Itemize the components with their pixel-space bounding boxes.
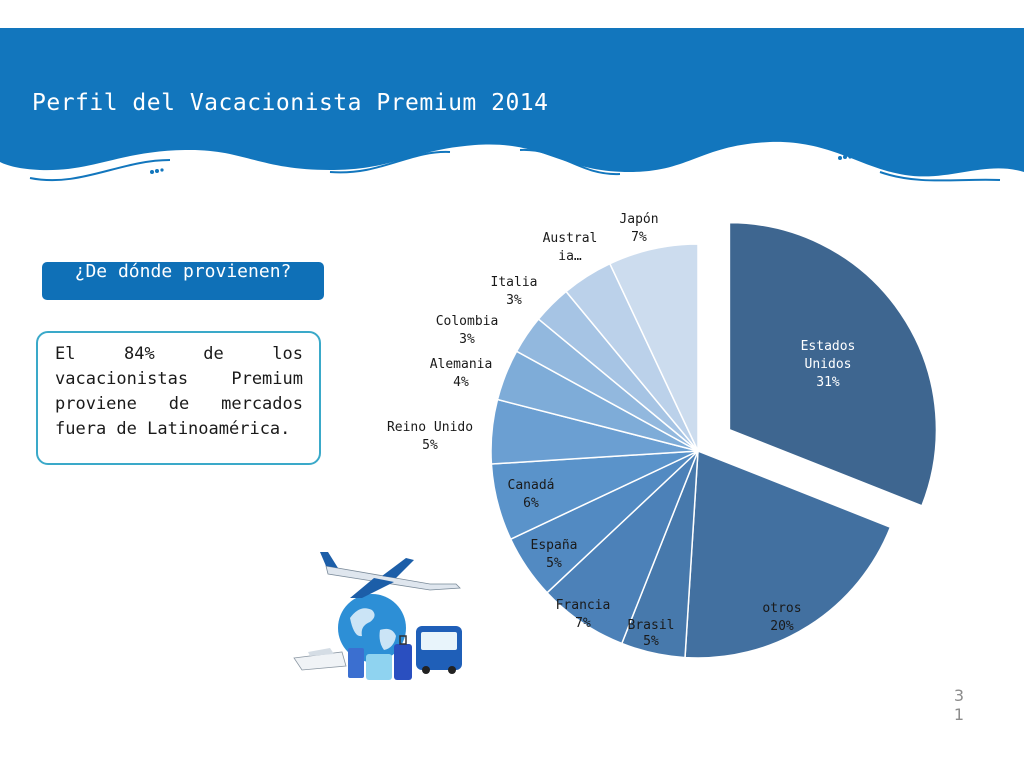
- pie-slice-2: [684, 449, 892, 659]
- slice-label-line: Alemania: [430, 357, 493, 372]
- pie-chart: Estados Unidos 31%otros 20%Brasil 5%Francia 7…: [387, 212, 938, 659]
- pie-slice-1: [728, 221, 938, 507]
- slice-label-line: 5%: [422, 438, 438, 453]
- slice-label-line: 20%: [770, 619, 794, 634]
- slice-label-line: Canadá: [508, 478, 555, 493]
- slice-label: Colombia 3%: [436, 314, 499, 347]
- pie-slice-12: [608, 243, 699, 452]
- slice-label: Brasil 5%: [628, 618, 675, 649]
- question-box: ¿De dónde provienen?: [42, 262, 324, 300]
- pie-slices: [490, 221, 938, 659]
- bus-icon: [416, 626, 462, 674]
- slice-label-line: Japón: [619, 212, 658, 227]
- slice-label-line: Austral: [543, 231, 598, 246]
- slice-label: España 5%: [531, 538, 578, 571]
- question-text: ¿De dónde provienen?: [74, 262, 292, 282]
- slice-label-line: 4%: [453, 375, 469, 390]
- slice-label: Estados Unidos 31%: [801, 339, 856, 390]
- slice-label: Austral ia…: [543, 231, 598, 264]
- header-banner: [0, 28, 1024, 182]
- slice-label-line: Francia: [556, 598, 611, 613]
- slice-label-line: 3%: [459, 332, 475, 347]
- slice-label-line: 7%: [575, 616, 591, 631]
- slice-label-line: 31%: [816, 375, 840, 390]
- luggage-icon: [348, 635, 412, 680]
- slice-label-line: otros: [762, 601, 801, 616]
- airplane-icon: [320, 552, 461, 598]
- slice-label-line: 5%: [546, 556, 562, 571]
- slice-label: otros 20%: [762, 601, 801, 634]
- slice-label-line: ia…: [558, 249, 582, 264]
- slice-label-line: Italia: [491, 275, 538, 290]
- slice-label: Japón 7%: [619, 212, 658, 245]
- slice-label-line: Reino Unido: [387, 420, 473, 435]
- slice-label: Canadá 6%: [508, 478, 555, 511]
- note-text: El 84% de los vacacionistas Premium prov…: [55, 344, 303, 439]
- page-title: Perfil del Vacacionista Premium 2014: [32, 90, 549, 116]
- slice-label: Italia 3%: [491, 275, 538, 308]
- slice-label-line: 6%: [523, 496, 539, 511]
- slice-label-line: 5%: [643, 634, 659, 649]
- header-wave-background: [0, 28, 1024, 177]
- slice-label-line: 3%: [506, 293, 522, 308]
- slice-label: Alemania 4%: [430, 357, 493, 390]
- slice-label: Reino Unido 5%: [387, 420, 473, 453]
- note-box: El 84% de los vacacionistas Premium prov…: [36, 331, 321, 465]
- travel-illustration-icon: [293, 552, 462, 680]
- globe-land: [350, 608, 396, 650]
- boat-icon: [293, 648, 347, 671]
- page-number-digit: 1: [953, 705, 965, 724]
- slice-label-line: Unidos: [805, 357, 852, 372]
- header-wave-line: [29, 148, 1001, 182]
- slice-label-line: 7%: [631, 230, 647, 245]
- slice-label-line: Brasil: [628, 618, 675, 633]
- header-dots: [150, 155, 852, 174]
- page-number-digit: 3: [953, 686, 965, 705]
- slice-label-line: Colombia: [436, 314, 499, 329]
- slice-label-line: Estados: [801, 339, 856, 354]
- slice-label-line: España: [531, 538, 578, 553]
- slice-label: Francia 7%: [556, 598, 611, 631]
- slice-labels: Estados Unidos 31%otros 20%Brasil 5%Francia 7…: [387, 212, 855, 649]
